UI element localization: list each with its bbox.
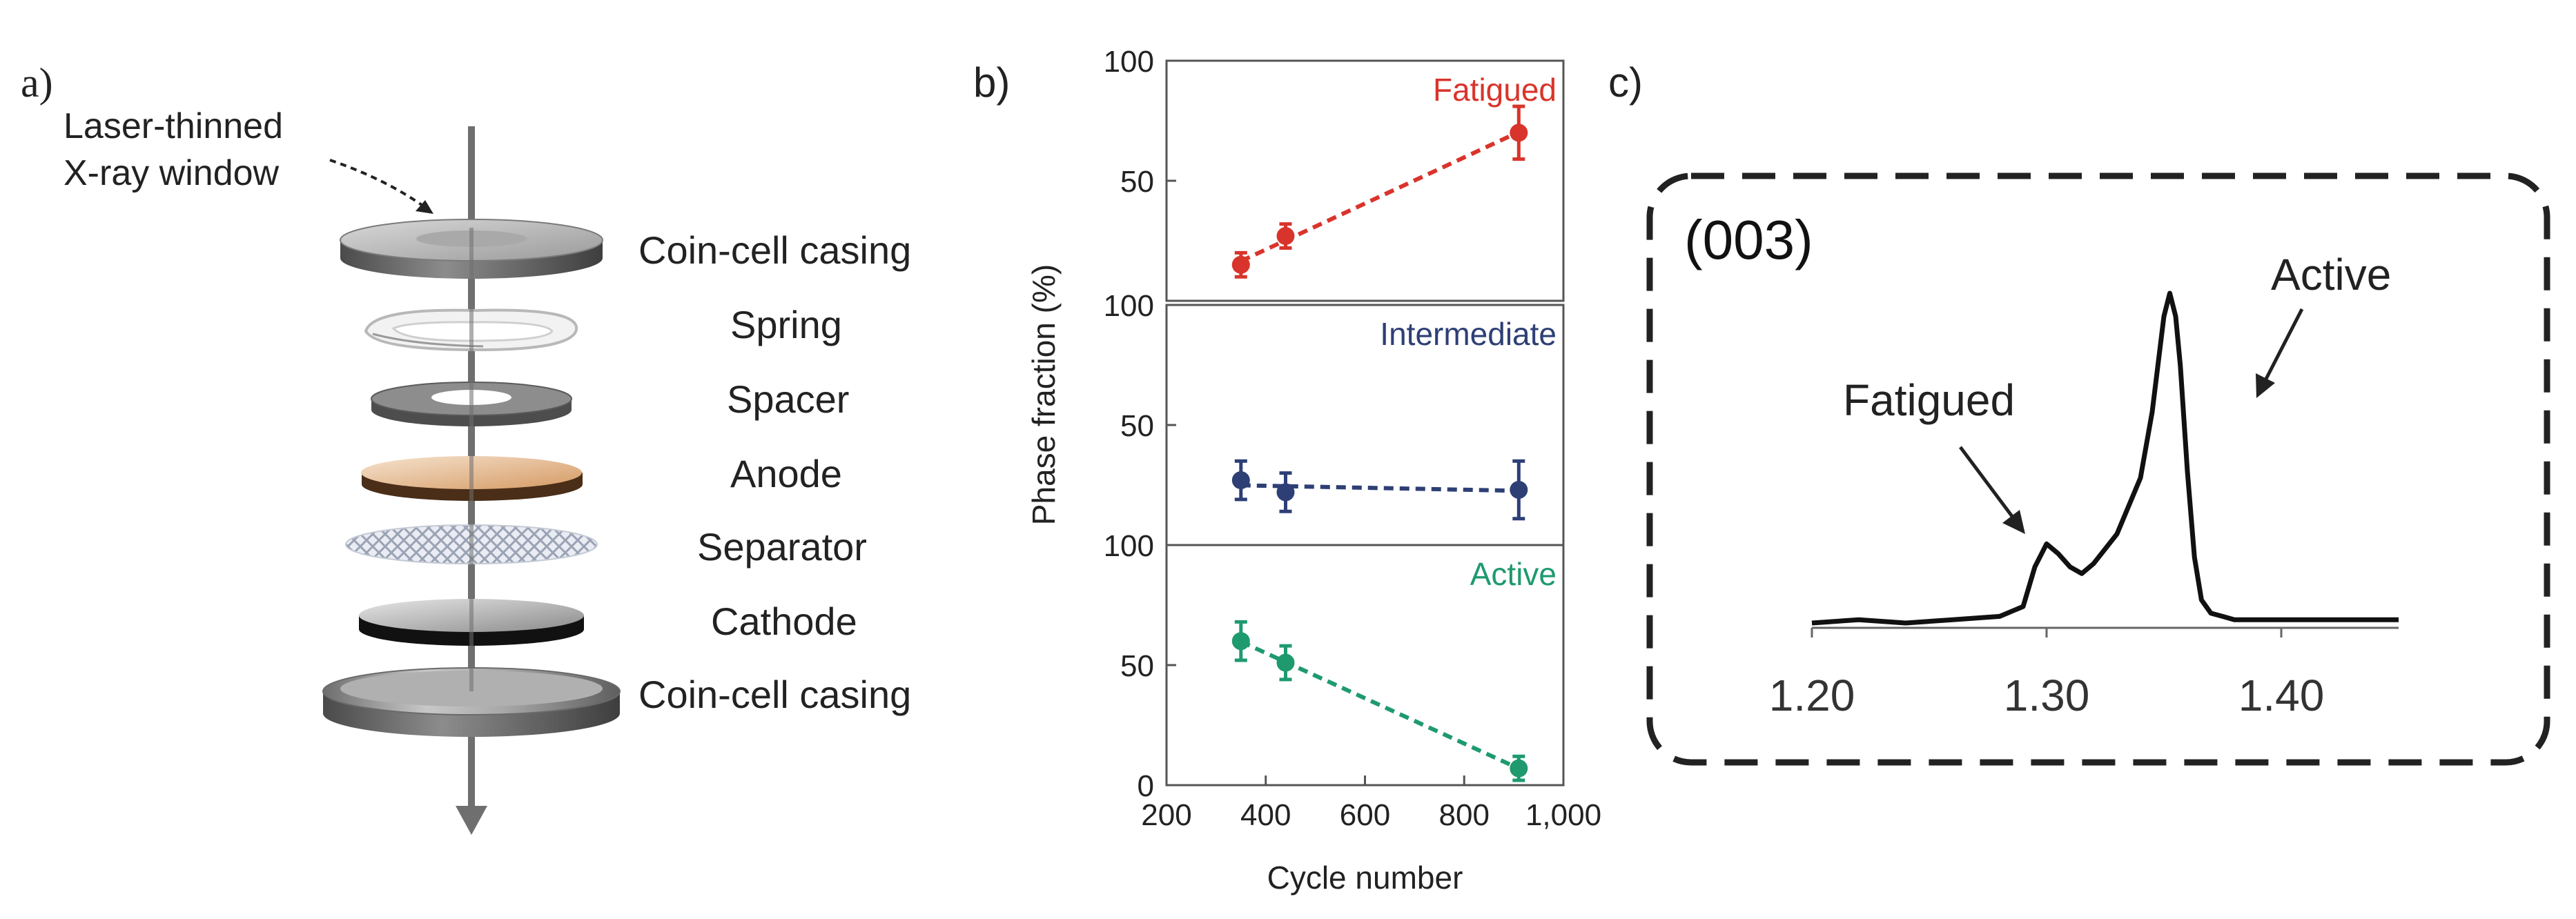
y-tick-label-fatigued: 100 <box>1104 45 1154 79</box>
annotation-active: Active <box>2271 250 2391 299</box>
arrowhead-active <box>2256 373 2275 398</box>
data-point-active <box>1510 759 1528 778</box>
data-point-fatigued <box>1276 227 1295 246</box>
panel-b-label: b) <box>973 59 1010 106</box>
data-point-active <box>1231 632 1250 651</box>
x-tick-label: 600 <box>1340 798 1390 832</box>
label-anode: Anode <box>730 452 842 495</box>
xray-window-label-line2: X-ray window <box>64 153 280 193</box>
series-label-active: Active <box>1470 556 1557 592</box>
panel-c: c) 1.20 1.30 1.40 (003) Fatigued Active <box>1608 59 2550 766</box>
diffraction-curve <box>1811 290 2399 626</box>
x-tick-label: 800 <box>1439 798 1490 832</box>
data-point-fatigued <box>1510 123 1528 142</box>
panel-a: a) Laser-thinned X-ray window <box>21 60 911 835</box>
xray-window-arrowhead <box>416 200 433 214</box>
dashed-frame <box>1646 172 2550 766</box>
annotation-fatigued: Fatigued <box>1843 375 2015 425</box>
data-point-intermediate <box>1231 471 1250 490</box>
data-point-intermediate <box>1276 483 1295 502</box>
x-tick-label: 1.20 <box>1769 671 1855 720</box>
panel-c-label: c) <box>1608 59 1643 106</box>
xray-beam-arrow-icon <box>456 806 487 835</box>
y-tick-label-active: 50 <box>1120 649 1154 683</box>
label-cathode: Cathode <box>711 600 857 643</box>
xray-window-pointer <box>329 159 428 210</box>
x-tick-label: 1.40 <box>2238 671 2325 720</box>
x-axis-label: Cycle number <box>1267 860 1463 896</box>
arrow-fatigued <box>1958 446 2018 522</box>
y-tick-label-active: 0 <box>1138 769 1154 803</box>
y-tick-label-fatigued: 50 <box>1120 165 1154 199</box>
y-tick-label-intermediate: 50 <box>1120 409 1154 443</box>
reflection-index-label: (003) <box>1684 209 1813 270</box>
data-point-intermediate <box>1510 480 1528 499</box>
phase-fraction-chart: 100 50 Fatigued 100 50 Intermediate 100 50 0 Acti… <box>1026 45 1601 896</box>
y-axis-label: Phase fraction (%) <box>1026 264 1062 525</box>
x-tick-label: 1,000 <box>1525 798 1601 832</box>
label-spring: Spring <box>730 303 842 346</box>
arrow-active <box>2262 308 2304 384</box>
y-tick-label-active: 100 <box>1104 529 1154 563</box>
panel-b: b) 100 50 Fatigued 100 50 Intermediate 100 50 0 A… <box>973 45 1601 896</box>
x-tick-label: 1.30 <box>2004 671 2090 720</box>
data-point-fatigued <box>1231 255 1250 274</box>
label-coin-cell-casing-top: Coin-cell casing <box>638 228 911 272</box>
arrowhead-fatigued <box>2002 510 2025 534</box>
x-tick-label: 400 <box>1240 798 1291 832</box>
panel-a-label: a) <box>21 60 53 106</box>
label-coin-cell-casing-bottom: Coin-cell casing <box>638 673 911 716</box>
x-tick-label: 200 <box>1141 798 1191 832</box>
data-point-active <box>1276 653 1295 672</box>
label-separator: Separator <box>697 525 867 569</box>
trend-line-intermediate <box>1240 483 1519 493</box>
series-label-fatigued: Fatigued <box>1433 72 1557 108</box>
xray-window-label-line1: Laser-thinned <box>64 106 283 146</box>
label-spacer: Spacer <box>727 377 849 421</box>
y-tick-label-intermediate: 100 <box>1104 289 1154 323</box>
series-label-intermediate: Intermediate <box>1380 316 1557 352</box>
diffraction-chart: 1.20 1.30 1.40 (003) Fatigued Active <box>1684 209 2399 720</box>
